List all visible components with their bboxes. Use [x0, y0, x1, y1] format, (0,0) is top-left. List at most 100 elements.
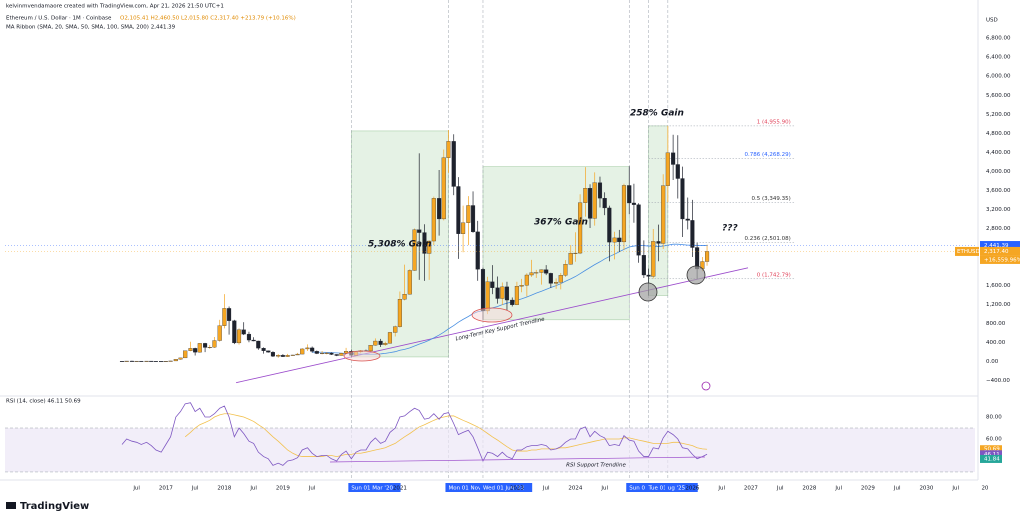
- candle-body: [646, 274, 651, 277]
- candle-body: [475, 231, 480, 270]
- candle-body: [422, 232, 427, 254]
- annotation: 258% Gain: [630, 109, 684, 119]
- candle-body: [207, 347, 212, 348]
- candle-body: [485, 281, 490, 312]
- candle-body: [197, 343, 202, 353]
- candle-body: [159, 361, 164, 363]
- candle-body: [144, 360, 149, 362]
- candle-body: [276, 355, 281, 357]
- fib-label: 1 (4,955.90): [757, 119, 791, 125]
- highlight-ellipse: [343, 350, 381, 362]
- candle-body: [246, 333, 252, 341]
- candle-body: [641, 255, 646, 276]
- candle-body: [134, 360, 139, 362]
- x-tick-label: Jul: [249, 486, 257, 492]
- candle-body: [270, 352, 275, 357]
- candle-body: [193, 348, 198, 353]
- candle-body: [578, 202, 583, 254]
- x-tick-label: Jul: [893, 486, 901, 492]
- candle-body: [685, 218, 690, 221]
- y-tick-label: 1,200.00: [986, 302, 1011, 308]
- candle-body: [602, 198, 607, 209]
- candle-body: [393, 326, 398, 333]
- x-tick-label: 2017: [159, 486, 173, 492]
- rsi-title: RSI (14, close) 46.11 50.69: [6, 399, 81, 405]
- candle-body: [612, 237, 617, 243]
- fib-label: 0.236 (2,501.08): [745, 236, 791, 242]
- candle-body: [368, 345, 373, 352]
- x-tick-label: 2024: [568, 486, 582, 492]
- y-tick-label: 4,400.00: [986, 150, 1011, 156]
- candle-body: [495, 287, 500, 299]
- candle-body: [539, 269, 544, 273]
- fib-label: 0.786 (4,268.29): [745, 152, 791, 158]
- candle-body: [163, 361, 168, 362]
- candle-body: [402, 294, 407, 300]
- candle-body: [504, 286, 510, 301]
- price-tag-label: 2,317.40: [984, 249, 1009, 255]
- x-tick-label: 2026: [685, 486, 699, 492]
- candle-body: [665, 152, 670, 186]
- candle-body: [334, 354, 339, 356]
- x-tick-label: 2030: [919, 486, 933, 492]
- candle-body: [339, 353, 344, 356]
- symbol-tag: [955, 246, 979, 256]
- annotation: 5,308% Gain: [368, 240, 432, 250]
- candle-body: [524, 274, 529, 286]
- highlight-ellipse: [471, 307, 513, 323]
- candle-body: [587, 188, 593, 219]
- candle-body: [427, 240, 432, 254]
- candle-body: [212, 340, 217, 348]
- candle-body: [227, 308, 232, 321]
- x-tick-label: Jul: [600, 486, 608, 492]
- x-tick-label: Jul: [951, 486, 959, 492]
- candle-body: [456, 186, 461, 234]
- rsi-tag-label: 41.84: [984, 456, 1000, 462]
- candle-body: [119, 361, 125, 362]
- change-tag: [980, 255, 1020, 264]
- event-icon[interactable]: [701, 381, 711, 391]
- candle-body: [329, 352, 334, 355]
- y-tick-label: 3,600.00: [986, 188, 1011, 194]
- currency: USD: [986, 18, 998, 24]
- x-tick-label: Jul: [834, 486, 842, 492]
- date-marker-tag: [348, 483, 401, 492]
- date-marker-label: Sun 01: [629, 486, 648, 492]
- candle-body: [651, 241, 656, 277]
- highlight-circle: [686, 265, 706, 285]
- candle-body: [203, 343, 208, 348]
- fib-label: 0 (1,742.79): [757, 272, 791, 278]
- rsi-tick-label: 60.00: [986, 437, 1002, 443]
- annotation: ???: [722, 224, 738, 234]
- candle-body: [441, 157, 446, 220]
- y-tick-label: 5,600.00: [986, 93, 1011, 99]
- brand: TradingView: [20, 501, 89, 512]
- candle-body: [573, 252, 578, 254]
- candle-body: [490, 281, 495, 288]
- date-marker-tag: [664, 483, 691, 492]
- candle-body: [417, 229, 422, 233]
- candle-body: [232, 320, 237, 344]
- candle-body: [188, 348, 193, 351]
- candle-body: [656, 241, 661, 244]
- date-marker-label: Wed 01 Jun '22: [483, 486, 524, 492]
- candle-body: [500, 286, 505, 299]
- candle-body: [236, 329, 242, 344]
- candle-body: [554, 282, 559, 284]
- candle-body: [344, 351, 349, 354]
- candle-body: [217, 325, 222, 341]
- candle-body: [256, 340, 261, 349]
- x-tick-label: Jul: [717, 486, 725, 492]
- y-tick-label: 3,200.00: [986, 207, 1011, 213]
- candle-body: [671, 152, 676, 165]
- candle-body: [280, 355, 285, 357]
- candle-body: [558, 275, 563, 283]
- support-trendline: [236, 267, 749, 384]
- candle-body: [378, 340, 383, 345]
- candle-body: [266, 350, 271, 353]
- candle-body: [690, 220, 695, 248]
- annotation: 367% Gain: [534, 218, 588, 228]
- x-tick-label: 2018: [217, 486, 231, 492]
- rsi-band: [5, 428, 975, 472]
- rsi-tag: [980, 445, 1002, 454]
